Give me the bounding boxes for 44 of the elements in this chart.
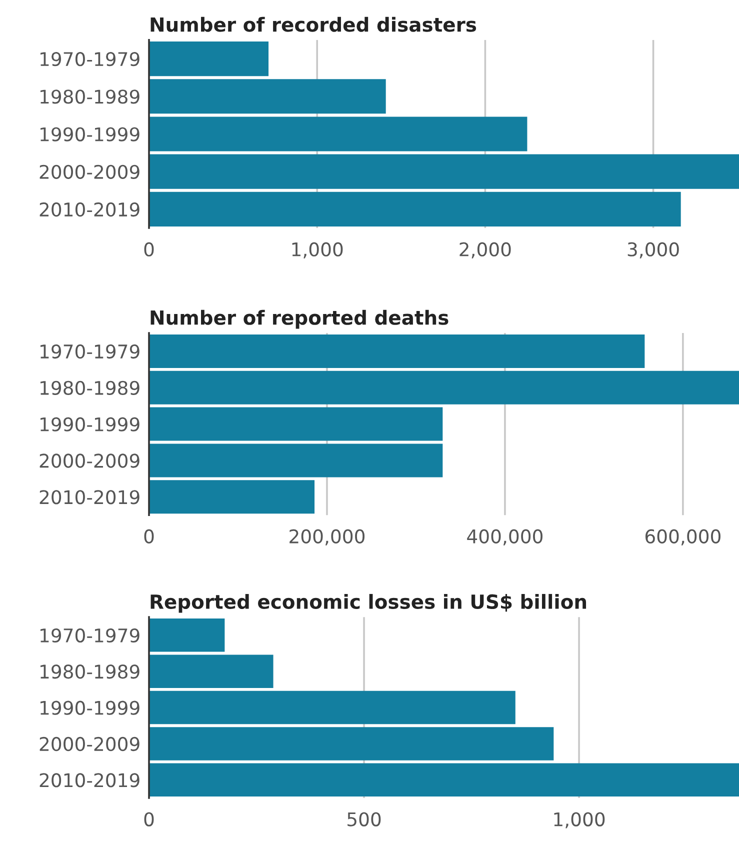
bar <box>149 618 225 652</box>
bar <box>149 116 528 152</box>
y-tick-label: 1990-1999 <box>40 127 140 142</box>
chart-title: Reported economic losses in US$ billion <box>150 594 586 613</box>
y-tick-label: 2000-2009 <box>40 454 140 468</box>
y-tick-label: 1980-1989 <box>40 380 140 395</box>
x-tick-label: 1,000 <box>554 812 605 828</box>
x-tick-label: 3,000 <box>628 242 679 258</box>
x-tick-label: 200,000 <box>290 529 364 546</box>
bar <box>149 654 274 688</box>
x-tick-label: 2,000 <box>460 242 511 258</box>
y-tick-label: 1990-1999 <box>40 417 140 432</box>
y-tick-label: 1970-1979 <box>40 628 140 643</box>
bar <box>149 370 739 404</box>
y-tick-label: 1990-1999 <box>40 700 140 715</box>
y-tick-label: 2000-2009 <box>40 164 140 179</box>
chart-title: Number of recorded disasters <box>150 16 476 32</box>
chart-title: Number of reported deaths <box>150 310 448 329</box>
bar <box>149 480 315 514</box>
x-tick-label: 0 <box>144 242 154 256</box>
y-tick-label: 2000-2009 <box>40 736 140 752</box>
bar <box>149 334 645 368</box>
x-tick-label: 500 <box>348 812 381 826</box>
x-tick-label: 400,000 <box>467 529 542 546</box>
bar <box>149 407 443 441</box>
y-tick-label: 2010-2019 <box>40 202 140 217</box>
x-tick-label: 600,000 <box>645 529 720 546</box>
y-tick-label: 1970-1979 <box>40 344 140 359</box>
y-tick-label: 1970-1979 <box>40 52 140 66</box>
x-tick-label: 1,000 <box>292 242 343 258</box>
bar <box>149 727 554 760</box>
y-tick-label: 1980-1989 <box>40 664 140 679</box>
y-tick-label: 2010-2019 <box>40 490 140 504</box>
bar <box>149 41 269 76</box>
bar <box>149 763 739 797</box>
bar <box>149 192 681 227</box>
bar <box>149 690 516 724</box>
y-tick-label: 2010-2019 <box>40 773 140 788</box>
bar <box>149 444 443 478</box>
x-tick-label: 0 <box>144 812 154 826</box>
x-tick-label: 0 <box>144 529 154 544</box>
bar <box>149 154 739 189</box>
y-tick-label: 1980-1989 <box>40 90 140 104</box>
bar <box>149 79 386 114</box>
